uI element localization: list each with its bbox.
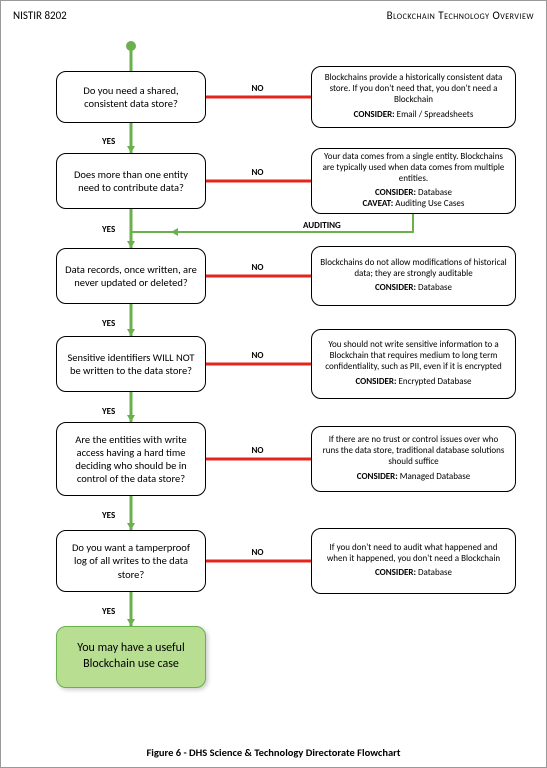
answer-q6: If you don't need to audit what happened… xyxy=(311,528,516,594)
answer-explain: If there are no trust or control issues … xyxy=(320,435,507,467)
answer-q1: Blockchains provide a historically consi… xyxy=(311,66,516,128)
answer-explain: Your data comes from a single entity. Bl… xyxy=(320,152,507,184)
answer-consider: CONSIDER: Database xyxy=(375,568,452,579)
question-q1: Do you need a shared, consistent data st… xyxy=(56,71,206,123)
answer-explain: If you don't need to audit what happened… xyxy=(320,543,507,565)
yes-label-q3: YES xyxy=(101,318,116,329)
doc-title: Blockchain Technology Overview xyxy=(387,9,534,22)
question-q2: Does more than one entity need to contri… xyxy=(56,153,206,209)
answer-consider: CONSIDER: Managed Database xyxy=(357,472,471,483)
no-label-q3: NO xyxy=(251,262,265,273)
no-label-q6: NO xyxy=(251,547,265,558)
question-q4: Sensitive identifiers WILL NOT be writte… xyxy=(56,336,206,392)
yes-label-q5: YES xyxy=(101,510,116,521)
answer-q2: Your data comes from a single entity. Bl… xyxy=(311,148,516,214)
question-text: Do you want a tamperproof log of all wri… xyxy=(65,541,197,580)
final-box: You may have a useful Blockchain use cas… xyxy=(56,626,206,688)
no-label-q4: NO xyxy=(251,350,265,361)
no-label-q5: NO xyxy=(251,445,265,456)
question-text: Do you need a shared, consistent data st… xyxy=(65,84,197,110)
question-q5: Are the entities with write access havin… xyxy=(56,422,206,496)
final-text: You may have a useful Blockchain use cas… xyxy=(65,641,197,672)
question-text: Does more than one entity need to contri… xyxy=(65,168,197,194)
page-header: NISTIR 8202 Blockchain Technology Overvi… xyxy=(1,1,546,26)
question-text: Are the entities with write access havin… xyxy=(65,433,197,486)
no-label-q1: NO xyxy=(251,83,265,94)
answer-q3: Blockchains do not allow modifications o… xyxy=(311,246,516,306)
flowchart-area: Do you need a shared, consistent data st… xyxy=(1,26,546,716)
yes-label-q2: YES xyxy=(101,224,116,235)
answer-explain: Blockchains do not allow modifications o… xyxy=(320,258,507,280)
yes-label-q4: YES xyxy=(101,406,116,417)
yes-label-q6: YES xyxy=(101,606,116,617)
answer-consider: CONSIDER: Email / Spreadsheets xyxy=(354,110,474,121)
answer-q5: If there are no trust or control issues … xyxy=(311,426,516,492)
question-q3: Data records, once written, are never up… xyxy=(56,248,206,304)
question-text: Sensitive identifiers WILL NOT be writte… xyxy=(65,351,197,377)
question-text: Data records, once written, are never up… xyxy=(65,263,197,289)
no-label-q2: NO xyxy=(251,167,265,178)
figure-caption: Figure 6 - DHS Science & Technology Dire… xyxy=(1,746,546,759)
answer-caveat: CAVEAT: Auditing Use Cases xyxy=(363,199,465,210)
answer-explain: You should not write sensitive informati… xyxy=(320,340,507,372)
answer-explain: Blockchains provide a historically consi… xyxy=(320,73,507,105)
question-q6: Do you want a tamperproof log of all wri… xyxy=(56,530,206,592)
auditing-label: AUDITING xyxy=(302,220,342,231)
doc-id: NISTIR 8202 xyxy=(13,9,67,22)
answer-consider: CONSIDER: Database xyxy=(375,283,452,294)
answer-q4: You should not write sensitive informati… xyxy=(311,329,516,399)
answer-consider: CONSIDER: Encrypted Database xyxy=(355,377,471,388)
yes-label-q1: YES xyxy=(101,136,116,147)
